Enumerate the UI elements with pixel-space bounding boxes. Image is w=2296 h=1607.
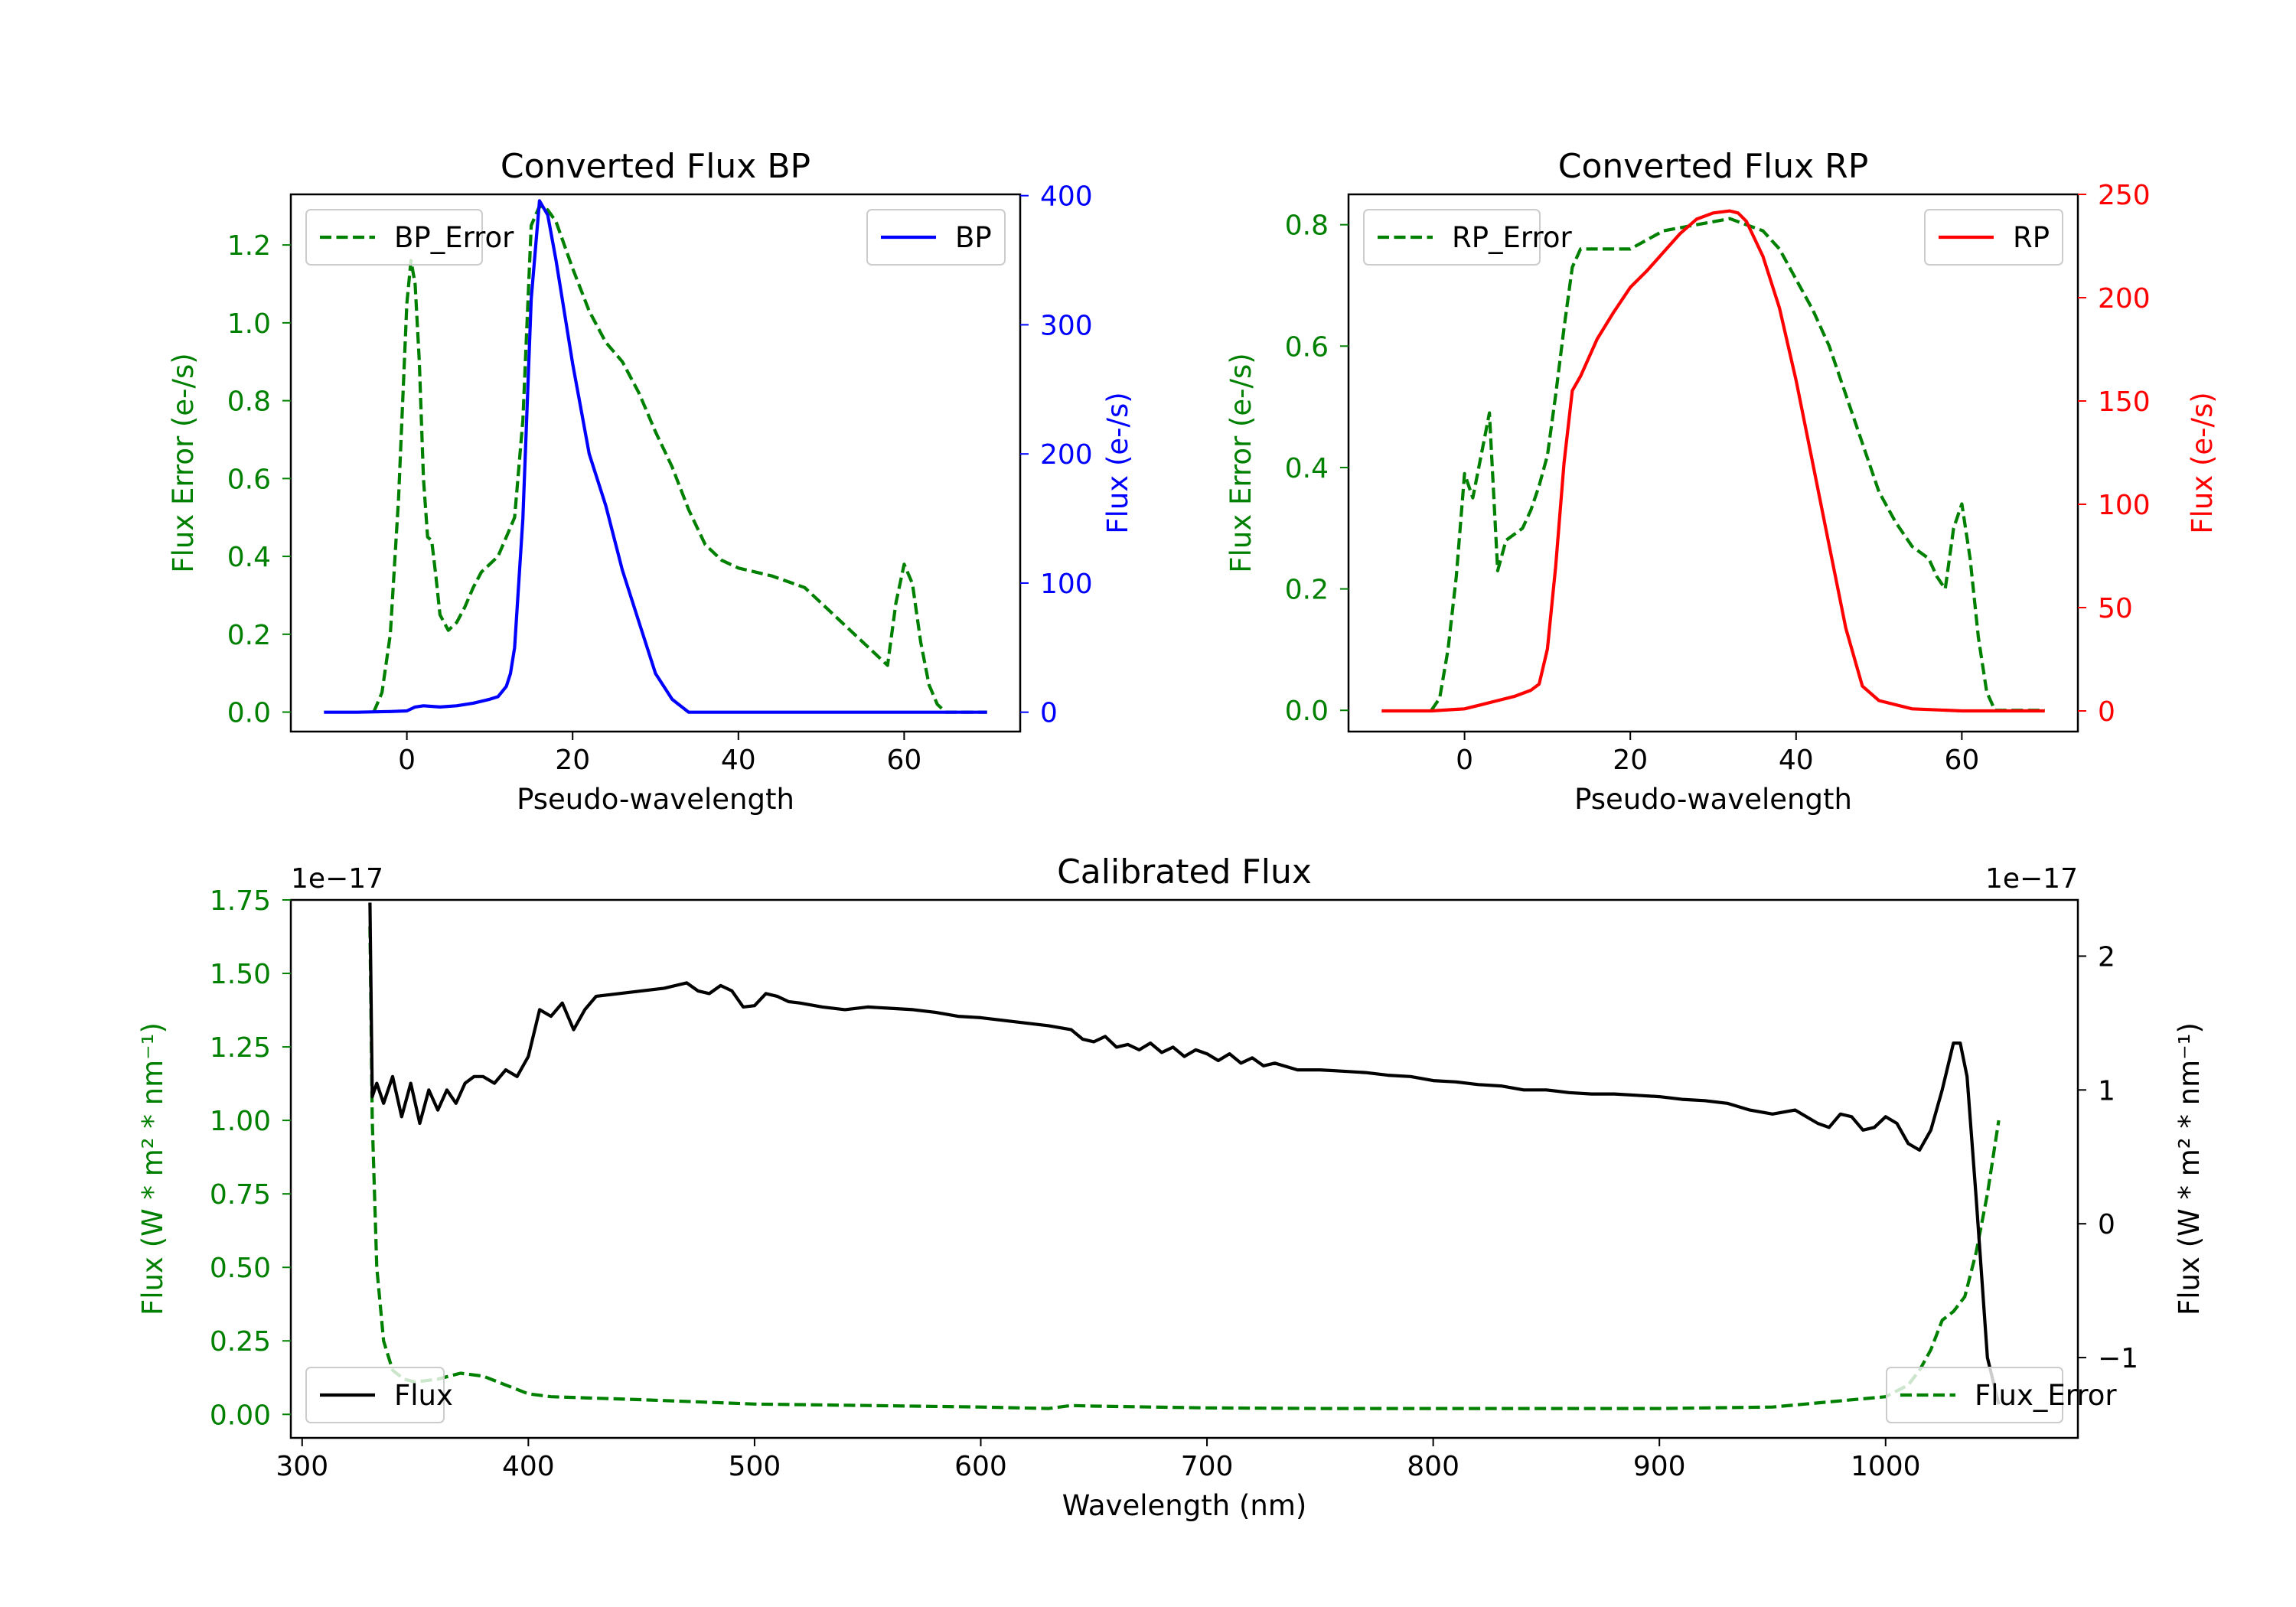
y-left-tick-label: 1.0: [227, 308, 271, 340]
legend-flux: Flux: [305, 1367, 453, 1423]
y-right-tick-label: 250: [2098, 180, 2151, 211]
series-line-rp: [1381, 209, 2045, 713]
y-left-tick-label: 1.75: [210, 885, 271, 917]
y-right-tick-label: 0: [2098, 696, 2115, 728]
x-axis-label: Pseudo-wavelength: [517, 783, 794, 816]
y-right-tick-label: 200: [2098, 283, 2151, 315]
y-left-tick-label: 0.4: [1285, 453, 1329, 484]
x-tick-label: 1000: [1851, 1451, 1921, 1482]
y-right-tick-label: 100: [1040, 569, 1093, 600]
x-tick-label: 500: [729, 1451, 781, 1482]
x-tick-label: 300: [276, 1451, 328, 1482]
y-right-tick-label: 2: [2098, 941, 2115, 973]
series-line-flux: [368, 902, 2001, 1405]
x-tick-label: 600: [954, 1451, 1007, 1482]
y-right-tick-label: 1: [2098, 1075, 2115, 1107]
y-right-tick-label: 0: [2098, 1209, 2115, 1240]
legend-label: Flux_Error: [1975, 1379, 2117, 1412]
x-tick-label: 700: [1181, 1451, 1234, 1482]
legend-label: RP: [2013, 221, 2050, 254]
y-left-tick-label: 0.8: [227, 386, 271, 418]
y-left-tick-label: 0.2: [1285, 575, 1329, 606]
y-right-tick-label: 50: [2098, 593, 2133, 624]
plot-frame: [289, 898, 2079, 1439]
y-left-axis-label: Flux Error (e-/s): [167, 353, 200, 572]
y-right-tick-label: −1: [2098, 1343, 2138, 1374]
chart-title: Calibrated Flux: [1057, 852, 1312, 892]
x-axis-label: Wavelength (nm): [1062, 1489, 1307, 1522]
x-tick-label: 400: [502, 1451, 555, 1482]
legend-bp: BP: [866, 209, 1006, 266]
chart-calibrated: 300 400 500 600 700 800 900 1000 0.00 0.25 0.50 0.7…: [136, 852, 2206, 1522]
y-left-tick-label: 1.25: [210, 1032, 271, 1064]
legend-label: Flux: [394, 1379, 453, 1412]
y-left-tick-label: 0.4: [227, 542, 271, 573]
y-left-tick-label: 0.0: [227, 698, 271, 729]
y-left-tick-label: 0.25: [210, 1326, 271, 1358]
chart-bp: 0 20 40 60 0.0 0.2 0.4 0.6 0.8 1.0 1.2 0 100 200 300 40…: [167, 147, 1134, 816]
x-tick-label: 800: [1407, 1451, 1459, 1482]
x-tick-label: 40: [721, 745, 756, 776]
y-left-tick-label: 1.00: [210, 1106, 271, 1137]
y-right-tick-label: 400: [1040, 181, 1093, 213]
y-right-offset-label: 1e−17: [1985, 863, 2078, 895]
legend-box: [1886, 1367, 2063, 1423]
chart-rp: 0 20 40 60 0.0 0.2 0.4 0.6 0.8 0 50 100 150 200 250 Con…: [1225, 147, 2219, 816]
y-left-tick-label: 0.00: [210, 1400, 271, 1431]
series-line-rp-error: [1430, 217, 2045, 712]
y-left-tick-label: 1.2: [227, 230, 271, 262]
legend-label: BP: [955, 221, 992, 254]
x-tick-label: 900: [1633, 1451, 1686, 1482]
y-right-axis-label: Flux (W * m² * nm⁻¹): [2173, 1022, 2206, 1315]
series-line-bp: [324, 199, 987, 714]
y-left-tick-label: 0.6: [1285, 331, 1329, 363]
legend-rp: RP: [1924, 209, 2063, 266]
legend-flux-error: Flux_Error: [1886, 1367, 2117, 1423]
y-left-tick-label: 0.8: [1285, 210, 1329, 242]
legend-bp-error: BP_Error: [305, 209, 514, 266]
x-tick-label: 40: [1779, 745, 1814, 776]
series-line-bp-error: [372, 204, 987, 714]
y-left-axis-label: Flux Error (e-/s): [1225, 353, 1257, 572]
legend-box: [1363, 209, 1541, 266]
y-right-tick-label: 100: [2098, 490, 2151, 521]
series-line-flux-error: [368, 926, 2001, 1410]
x-tick-label: 20: [1613, 745, 1648, 776]
y-left-tick-label: 0.0: [1285, 696, 1329, 727]
x-axis-label: Pseudo-wavelength: [1574, 783, 1852, 816]
y-right-axis-label: Flux (e-/s): [2186, 392, 2219, 533]
plot-frame: [289, 193, 1022, 733]
y-left-tick-label: 1.50: [210, 959, 271, 990]
y-left-tick-label: 0.75: [210, 1179, 271, 1211]
y-right-axis-label: Flux (e-/s): [1101, 392, 1134, 533]
chart-title: Converted Flux RP: [1558, 147, 1869, 186]
y-right-tick-label: 0: [1040, 698, 1058, 729]
legend-label: BP_Error: [394, 221, 514, 254]
y-left-tick-label: 0.6: [227, 464, 271, 495]
chart-title: Converted Flux BP: [501, 147, 810, 186]
y-right-tick-label: 150: [2098, 386, 2151, 418]
legend-box: [305, 209, 483, 266]
y-left-axis-label: Flux (W * m² * nm⁻¹): [136, 1022, 169, 1315]
x-tick-label: 60: [886, 745, 921, 776]
x-tick-label: 0: [1456, 745, 1473, 776]
y-left-offset-label: 1e−17: [291, 863, 383, 895]
y-right-tick-label: 200: [1040, 439, 1093, 471]
legend-label: RP_Error: [1452, 221, 1572, 254]
y-right-tick-label: 300: [1040, 310, 1093, 341]
x-tick-label: 60: [1944, 745, 1979, 776]
x-tick-label: 20: [555, 745, 590, 776]
y-left-tick-label: 0.50: [210, 1253, 271, 1284]
plot-frame: [1347, 193, 2079, 733]
y-left-tick-label: 0.2: [227, 620, 271, 651]
legend-rp-error: RP_Error: [1363, 209, 1572, 266]
x-tick-label: 0: [398, 745, 416, 776]
